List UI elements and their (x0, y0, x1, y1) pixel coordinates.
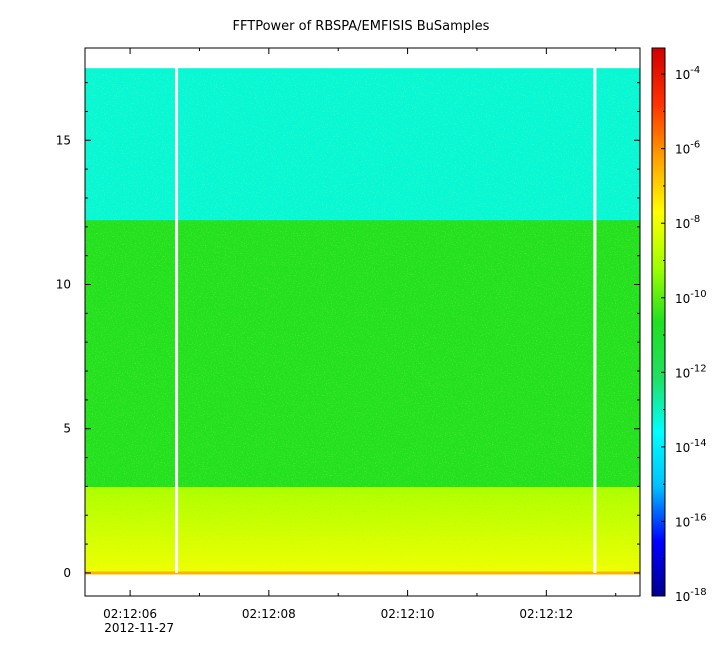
colorbar-tick-label: 10-14 (675, 438, 707, 455)
y-axis: 0 5 10 15 (56, 82, 640, 580)
y-tick-label: 0 (63, 566, 71, 580)
y-tick-label: 10 (56, 278, 71, 292)
colorbar-tick-label: 10-18 (675, 587, 707, 604)
heatmap-row (85, 571, 640, 575)
colorbar-tick-label: 10-12 (675, 363, 707, 380)
y-tick-label: 5 (63, 422, 71, 436)
colorbar-tick-label: 10-6 (675, 140, 700, 157)
noise-overlay (85, 73, 640, 572)
x-tick-label: 02:12:06 (103, 607, 157, 621)
colorbar-tick-label: 10-8 (675, 214, 700, 231)
y-tick-label: 15 (56, 133, 71, 147)
colorbar-tick-label: 10-16 (675, 512, 707, 529)
chart-title: FFTPower of RBSPA/EMFISIS BuSamples (233, 19, 490, 34)
x-tick-label: 02:12:10 (381, 607, 435, 621)
colorbar-tick-label: 10-4 (675, 65, 700, 82)
colorbar-strip (651, 47, 666, 597)
x-tick-label: 02:12:08 (242, 607, 296, 621)
colorbar-ticks: 10-4 10-6 10-8 10-10 10-12 10-14 10-16 10-18 (661, 65, 707, 604)
colorbar-tick-label: 10-10 (675, 289, 707, 306)
data-gap (175, 68, 179, 573)
heatmap-row (85, 68, 640, 73)
x-tick-label: 02:12:12 (519, 607, 573, 621)
data-gap (593, 68, 597, 573)
data-gaps (175, 68, 597, 573)
x-tick-date-label: 2012-11-27 (104, 621, 174, 635)
plot-border (84, 47, 641, 597)
colorbar: 10-4 10-6 10-8 10-10 10-12 10-14 10-16 10-18 (651, 47, 707, 604)
